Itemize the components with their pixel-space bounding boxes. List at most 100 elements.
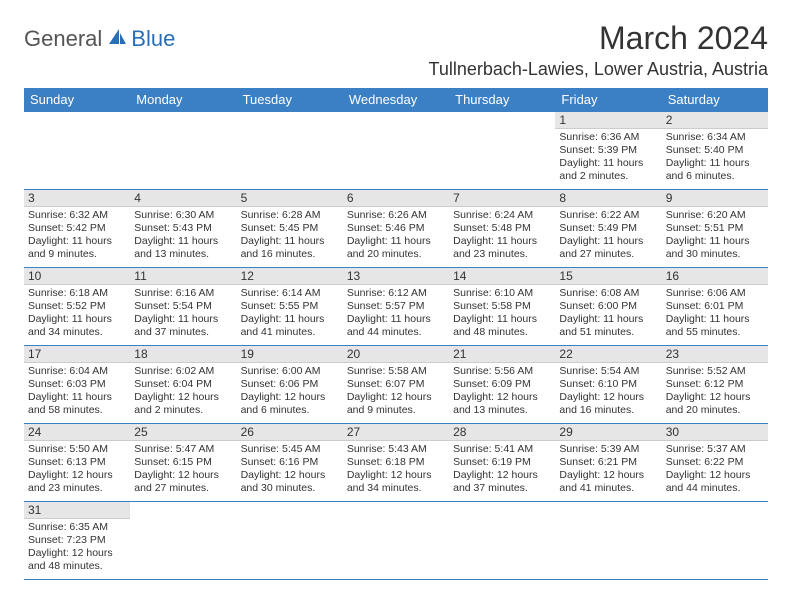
sunrise-text: Sunrise: 5:50 AM [28,443,126,456]
day-header: Wednesday [343,88,449,112]
day-number: 23 [662,346,768,363]
sunset-text: Sunset: 6:13 PM [28,456,126,469]
sunset-text: Sunset: 6:18 PM [347,456,445,469]
sunset-text: Sunset: 6:21 PM [559,456,657,469]
calendar-cell [555,502,661,580]
sunrise-text: Sunrise: 6:22 AM [559,209,657,222]
day-details: Sunrise: 6:08 AMSunset: 6:00 PMDaylight:… [555,285,661,344]
location-text: Tullnerbach-Lawies, Lower Austria, Austr… [429,59,769,80]
day-number [24,112,130,114]
sunset-text: Sunset: 6:01 PM [666,300,764,313]
sail-icon [106,27,128,52]
calendar-cell: 29Sunrise: 5:39 AMSunset: 6:21 PMDayligh… [555,424,661,502]
sunset-text: Sunset: 6:12 PM [666,378,764,391]
sunrise-text: Sunrise: 6:35 AM [28,521,126,534]
day-details: Sunrise: 5:56 AMSunset: 6:09 PMDaylight:… [449,363,555,422]
sunrise-text: Sunrise: 6:34 AM [666,131,764,144]
daylight-text: Daylight: 12 hours and 48 minutes. [28,547,126,573]
calendar-cell [343,112,449,190]
calendar-cell: 22Sunrise: 5:54 AMSunset: 6:10 PMDayligh… [555,346,661,424]
daylight-text: Daylight: 11 hours and 6 minutes. [666,157,764,183]
calendar-cell: 4Sunrise: 6:30 AMSunset: 5:43 PMDaylight… [130,190,236,268]
header: General Blue March 2024 Tullnerbach-Lawi… [24,20,768,80]
day-number: 10 [24,268,130,285]
daylight-text: Daylight: 12 hours and 13 minutes. [453,391,551,417]
calendar-cell: 8Sunrise: 6:22 AMSunset: 5:49 PMDaylight… [555,190,661,268]
day-number: 13 [343,268,449,285]
sunset-text: Sunset: 5:57 PM [347,300,445,313]
calendar-cell: 18Sunrise: 6:02 AMSunset: 6:04 PMDayligh… [130,346,236,424]
sunset-text: Sunset: 5:43 PM [134,222,232,235]
day-number: 16 [662,268,768,285]
calendar-week: 31Sunrise: 6:35 AMSunset: 7:23 PMDayligh… [24,502,768,580]
day-details: Sunrise: 5:43 AMSunset: 6:18 PMDaylight:… [343,441,449,500]
day-number: 14 [449,268,555,285]
calendar-cell: 25Sunrise: 5:47 AMSunset: 6:15 PMDayligh… [130,424,236,502]
day-number: 25 [130,424,236,441]
sunset-text: Sunset: 5:54 PM [134,300,232,313]
day-header: Saturday [662,88,768,112]
sunset-text: Sunset: 5:49 PM [559,222,657,235]
day-details: Sunrise: 6:16 AMSunset: 5:54 PMDaylight:… [130,285,236,344]
sunset-text: Sunset: 5:46 PM [347,222,445,235]
day-details: Sunrise: 5:52 AMSunset: 6:12 PMDaylight:… [662,363,768,422]
sunset-text: Sunset: 6:06 PM [241,378,339,391]
calendar-cell [130,112,236,190]
day-number [343,112,449,114]
calendar-cell: 14Sunrise: 6:10 AMSunset: 5:58 PMDayligh… [449,268,555,346]
day-header: Tuesday [237,88,343,112]
day-number [130,112,236,114]
day-details: Sunrise: 6:22 AMSunset: 5:49 PMDaylight:… [555,207,661,266]
calendar-cell: 13Sunrise: 6:12 AMSunset: 5:57 PMDayligh… [343,268,449,346]
sunrise-text: Sunrise: 6:30 AM [134,209,232,222]
day-number [555,502,661,504]
sunset-text: Sunset: 6:16 PM [241,456,339,469]
calendar-week: 1Sunrise: 6:36 AMSunset: 5:39 PMDaylight… [24,112,768,190]
sunrise-text: Sunrise: 6:10 AM [453,287,551,300]
day-details: Sunrise: 6:36 AMSunset: 5:39 PMDaylight:… [555,129,661,188]
sunrise-text: Sunrise: 6:06 AM [666,287,764,300]
day-details: Sunrise: 5:37 AMSunset: 6:22 PMDaylight:… [662,441,768,500]
day-number: 19 [237,346,343,363]
calendar-cell: 15Sunrise: 6:08 AMSunset: 6:00 PMDayligh… [555,268,661,346]
day-number: 5 [237,190,343,207]
day-details: Sunrise: 6:18 AMSunset: 5:52 PMDaylight:… [24,285,130,344]
sunrise-text: Sunrise: 6:26 AM [347,209,445,222]
sunrise-text: Sunrise: 5:45 AM [241,443,339,456]
sunrise-text: Sunrise: 5:52 AM [666,365,764,378]
day-details: Sunrise: 6:34 AMSunset: 5:40 PMDaylight:… [662,129,768,188]
daylight-text: Daylight: 11 hours and 51 minutes. [559,313,657,339]
daylight-text: Daylight: 12 hours and 20 minutes. [666,391,764,417]
sunset-text: Sunset: 6:22 PM [666,456,764,469]
calendar-cell: 30Sunrise: 5:37 AMSunset: 6:22 PMDayligh… [662,424,768,502]
calendar-cell [130,502,236,580]
sunset-text: Sunset: 5:42 PM [28,222,126,235]
sunrise-text: Sunrise: 5:39 AM [559,443,657,456]
day-number: 4 [130,190,236,207]
sunset-text: Sunset: 5:55 PM [241,300,339,313]
sunrise-text: Sunrise: 5:43 AM [347,443,445,456]
day-number [130,502,236,504]
daylight-text: Daylight: 12 hours and 9 minutes. [347,391,445,417]
daylight-text: Daylight: 11 hours and 48 minutes. [453,313,551,339]
calendar-cell: 2Sunrise: 6:34 AMSunset: 5:40 PMDaylight… [662,112,768,190]
day-details: Sunrise: 6:26 AMSunset: 5:46 PMDaylight:… [343,207,449,266]
sunset-text: Sunset: 5:45 PM [241,222,339,235]
day-number [237,502,343,504]
calendar-table: SundayMondayTuesdayWednesdayThursdayFrid… [24,88,768,580]
day-number: 6 [343,190,449,207]
day-number: 22 [555,346,661,363]
day-number [449,502,555,504]
day-details: Sunrise: 5:45 AMSunset: 6:16 PMDaylight:… [237,441,343,500]
calendar-week: 24Sunrise: 5:50 AMSunset: 6:13 PMDayligh… [24,424,768,502]
sunrise-text: Sunrise: 6:12 AM [347,287,445,300]
sunrise-text: Sunrise: 5:47 AM [134,443,232,456]
daylight-text: Daylight: 11 hours and 27 minutes. [559,235,657,261]
calendar-cell: 16Sunrise: 6:06 AMSunset: 6:01 PMDayligh… [662,268,768,346]
day-details: Sunrise: 6:06 AMSunset: 6:01 PMDaylight:… [662,285,768,344]
day-number: 29 [555,424,661,441]
sunset-text: Sunset: 5:39 PM [559,144,657,157]
day-number [343,502,449,504]
calendar-cell: 5Sunrise: 6:28 AMSunset: 5:45 PMDaylight… [237,190,343,268]
daylight-text: Daylight: 12 hours and 23 minutes. [28,469,126,495]
